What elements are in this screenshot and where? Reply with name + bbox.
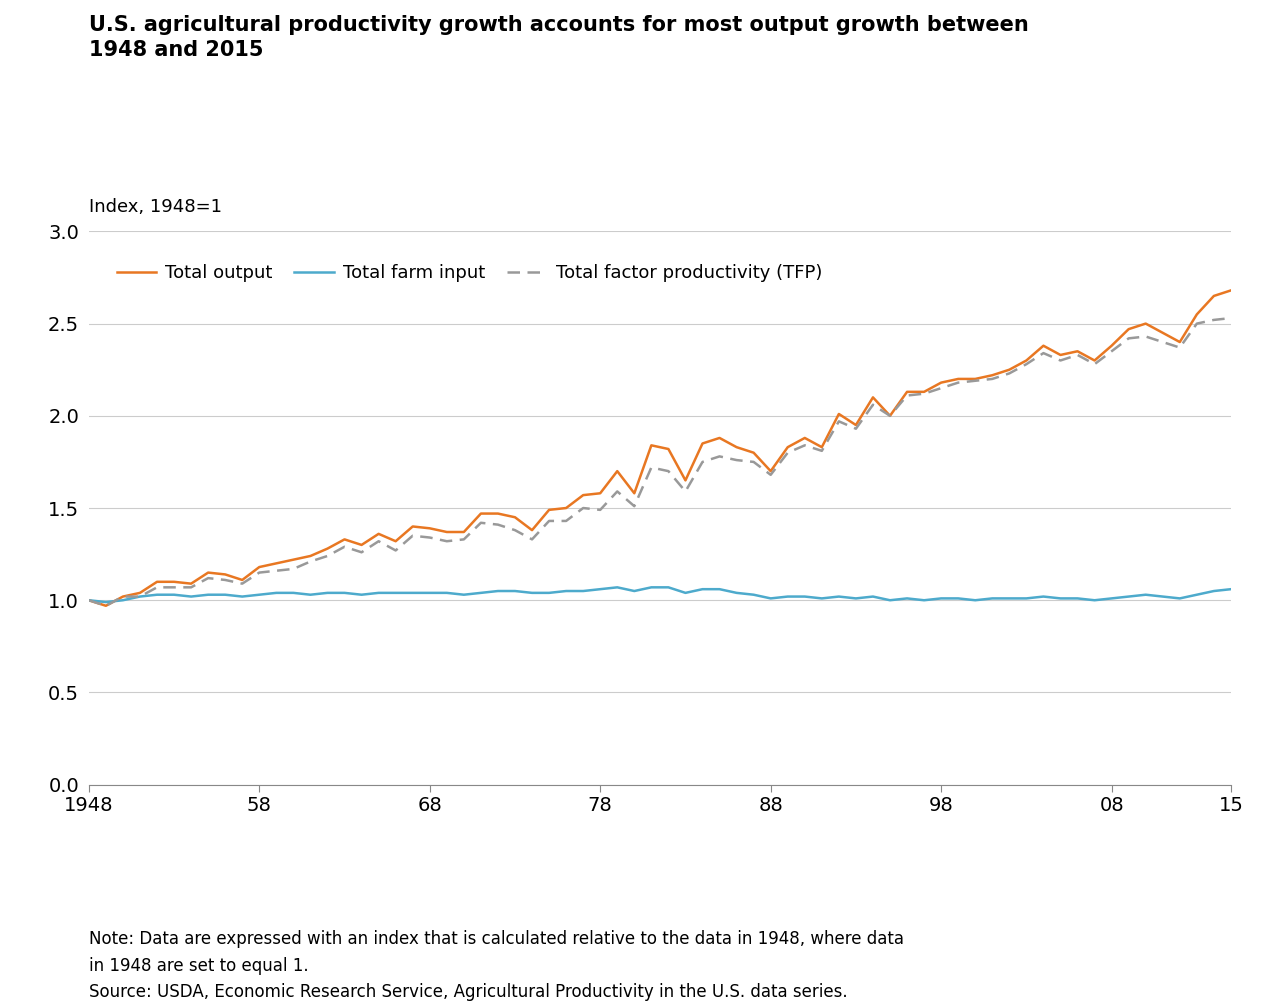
Total farm input <box>1223 583 1239 596</box>
Total output <box>576 489 591 501</box>
Text: Index, 1948=1: Index, 1948=1 <box>89 198 222 216</box>
Total factor productivity (TFP) <box>354 546 369 558</box>
Total farm input <box>81 595 96 607</box>
Line: Total factor productivity (TFP): Total factor productivity (TFP) <box>89 318 1231 606</box>
Total output <box>1121 323 1136 335</box>
Total output <box>1223 285 1239 297</box>
Total farm input <box>98 596 113 608</box>
Total output <box>763 465 778 477</box>
Total output <box>354 539 369 551</box>
Total farm input <box>1138 589 1154 601</box>
Total factor productivity (TFP) <box>746 456 761 468</box>
Line: Total output: Total output <box>89 291 1231 606</box>
Total output <box>746 447 761 459</box>
Total output <box>81 595 96 607</box>
Total farm input <box>1121 591 1136 603</box>
Line: Total farm input: Total farm input <box>89 588 1231 602</box>
Total output <box>98 600 113 612</box>
Total farm input <box>1155 591 1170 603</box>
Total output <box>371 528 386 540</box>
Total factor productivity (TFP) <box>81 595 96 607</box>
Total farm input <box>934 593 949 605</box>
Total factor productivity (TFP) <box>576 502 591 514</box>
Total factor productivity (TFP) <box>371 535 386 547</box>
Total farm input <box>609 581 624 594</box>
Total factor productivity (TFP) <box>1223 312 1239 324</box>
Text: U.S. agricultural productivity growth accounts for most output growth between
19: U.S. agricultural productivity growth ac… <box>89 15 1029 60</box>
Text: Note: Data are expressed with an index that is calculated relative to the data i: Note: Data are expressed with an index t… <box>89 931 904 1001</box>
Total farm input <box>882 595 897 607</box>
Total factor productivity (TFP) <box>98 600 113 612</box>
Total factor productivity (TFP) <box>1121 332 1136 344</box>
Total factor productivity (TFP) <box>763 469 778 481</box>
Total farm input <box>1019 593 1034 605</box>
Legend: Total output, Total farm input, Total factor productivity (TFP): Total output, Total farm input, Total fa… <box>109 257 830 290</box>
